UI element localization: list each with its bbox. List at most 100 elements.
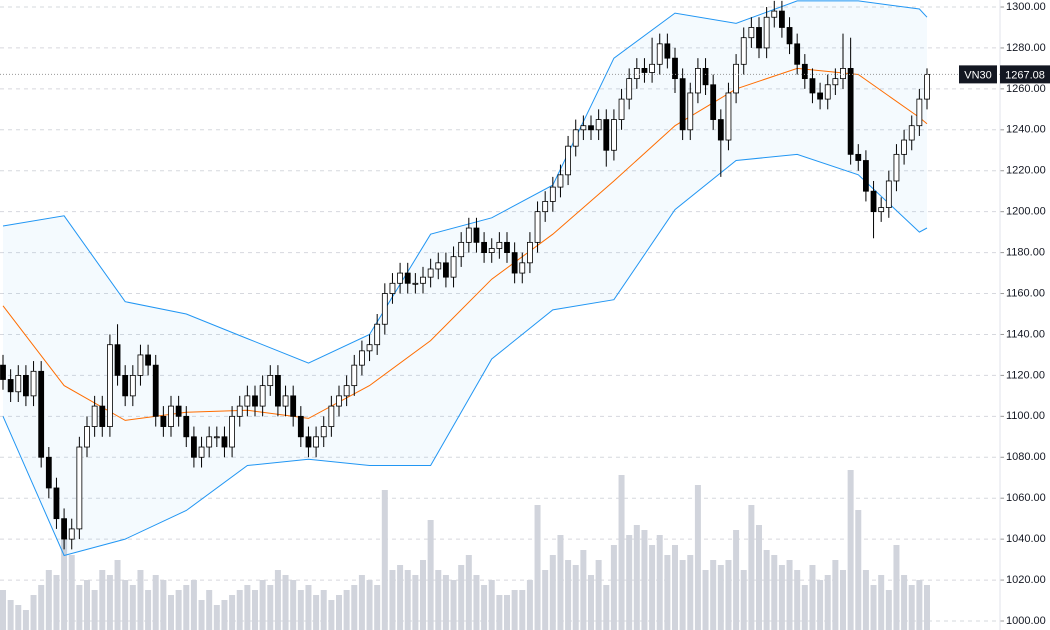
candle-body [76,446,83,530]
volume-bar [855,510,862,630]
candle-body [534,211,541,243]
y-tick-label: 1200.00 [1006,206,1046,218]
volume-bar [221,600,228,630]
volume-bar [840,570,846,630]
volume-bar [45,570,52,630]
candle-body [687,92,694,131]
y-tick-label: 1240.00 [1006,124,1046,136]
volume-bar [908,585,915,630]
volume-bar [595,560,602,630]
volume-bar [710,560,717,630]
volume-bar [924,585,930,630]
candle-body [68,528,75,540]
volume-bar [794,570,801,630]
candle-body [412,282,419,285]
candle-body [847,68,854,155]
candle-body [626,78,633,100]
candle-body [771,10,778,18]
candle-body [870,190,877,213]
candle-body [23,374,29,397]
volume-bar [778,565,785,630]
volume-bar [694,485,701,630]
candle-body [702,68,709,86]
candle-body [748,27,755,39]
volume-bar [740,570,747,630]
volume-bar [817,580,824,630]
candle-body [343,385,350,397]
y-tick-label: 1020.00 [1006,574,1046,586]
candle-body [908,125,915,141]
candle-body [221,436,228,448]
candle-body [351,364,358,387]
volume-bar [756,525,762,630]
volume-bar [404,570,411,630]
volume-bar [84,580,90,630]
band-lower [2,153,928,557]
volume-bar [305,585,312,630]
candle-body [320,426,327,438]
volume-bar [862,570,869,630]
volume-bar [366,580,373,630]
volume-bar [588,575,594,630]
candle-body [427,268,434,278]
volume-bar [236,590,243,630]
volume-bar [801,585,808,630]
candle-body [145,354,151,366]
volume-bar [22,610,29,630]
volume-bar [733,530,740,630]
volume-bar [175,590,182,630]
volume-bar [99,570,106,630]
volume-bar [61,540,68,630]
volume-bar [0,590,6,630]
volume-bar [870,585,877,630]
volume-bar [206,590,213,630]
volume-bar [106,575,113,630]
volume-bar [626,535,633,630]
candle-body [794,43,801,65]
candle-body [267,374,274,387]
volume-bar [91,590,98,630]
candle-body [695,68,701,94]
candle-body [786,27,793,45]
volume-bar [878,575,885,630]
volume-bar [397,565,404,630]
volume-bar [458,565,465,630]
candle-body [198,446,205,458]
candle-body [122,374,129,397]
volume-bar [572,565,579,630]
candle-body [114,344,121,376]
volume-bar [504,595,510,630]
candle-body [290,395,297,417]
volume-bar [137,570,144,630]
volume-bar [274,570,281,630]
candle-body [481,241,487,254]
volume-bar [481,585,488,630]
candle-body [129,374,136,397]
candle-body [15,374,22,393]
candle-body [672,57,678,80]
candle-body [603,119,610,151]
candle-body [817,92,823,100]
candle-body [611,119,617,151]
volume-bar [465,555,472,630]
volume-bar [381,490,388,630]
candle-body [259,385,266,407]
volume-bar [679,560,686,630]
volume-bar [519,590,526,630]
candle-body [359,350,365,366]
volume-bar [420,560,426,630]
volume-bar [229,595,236,630]
candle-body [297,415,304,438]
volume-bar [190,580,197,630]
candle-body [99,405,106,427]
volume-bar [252,590,258,630]
candle-body [252,395,258,407]
candle-body [7,379,14,393]
volume-bar [473,575,480,630]
candle-body [504,241,510,254]
candle-body [656,43,663,65]
candle-body [779,10,785,28]
candle-body [595,119,602,131]
candle-body [679,78,686,131]
